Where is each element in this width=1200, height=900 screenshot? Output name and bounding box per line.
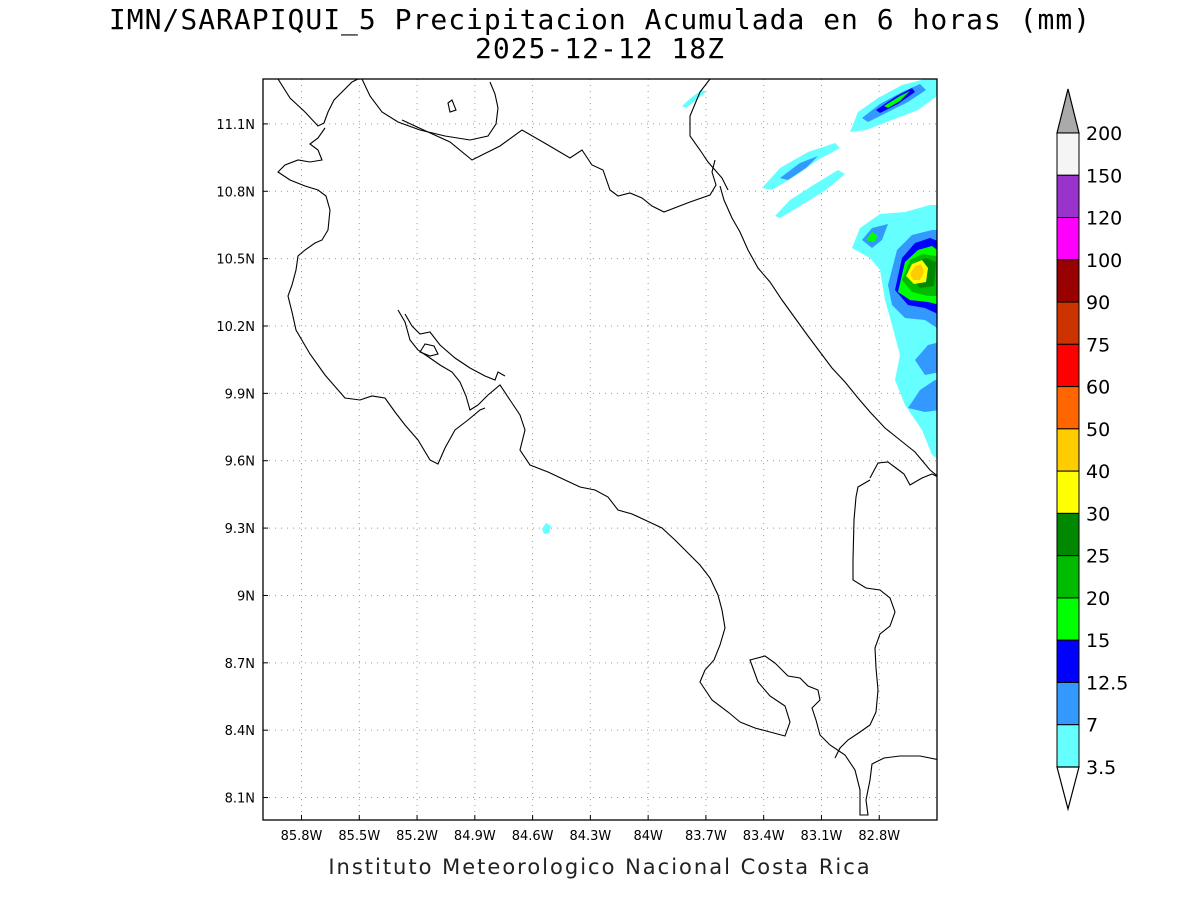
lon-tick-label: 84.3W — [569, 829, 611, 844]
lat-tick-label: 8.4N — [225, 724, 255, 739]
lon-tick-label: 82.8W — [858, 829, 900, 844]
lake-small — [447, 99, 457, 113]
colorbar-label: 150 — [1086, 165, 1122, 187]
lat-tick-label: 10.5N — [216, 253, 255, 268]
colorbar-swatch — [1056, 639, 1080, 683]
panama-east — [869, 461, 937, 486]
lon-tick-label: 84.6W — [512, 829, 554, 844]
colorbar-swatch — [1056, 343, 1080, 388]
lon-tick-label: 85.8W — [281, 829, 323, 844]
colorbar-swatch — [1056, 301, 1080, 345]
colorbar-swatch — [1056, 259, 1080, 303]
pacific-coast-central — [477, 384, 741, 723]
colorbar-swatch — [1056, 217, 1080, 261]
caribbean-coast-north — [689, 79, 729, 191]
colorbar-swatch — [1056, 681, 1080, 726]
colorbar-top-arrow — [1056, 88, 1080, 134]
caribbean-coast — [719, 185, 937, 477]
precip-streak-1 — [682, 90, 706, 108]
colorbar-swatch — [1056, 132, 1080, 176]
colorbar-label: 7 — [1086, 715, 1098, 737]
lat-tick-label: 11.1N — [216, 118, 255, 133]
precip-streak-3 — [775, 170, 845, 218]
colorbar-label: 120 — [1086, 208, 1122, 230]
colorbar-label: 200 — [1086, 123, 1122, 145]
osa-peninsula — [739, 655, 937, 816]
colorbar-label: 25 — [1086, 546, 1110, 568]
colorbar-swatch — [1056, 724, 1080, 768]
colorbar-swatch — [1056, 174, 1080, 219]
colorbar-label: 12.5 — [1086, 672, 1128, 694]
lat-tick-label: 9.6N — [225, 455, 255, 470]
lon-tick-label: 85.2W — [396, 829, 438, 844]
lon-tick-label: 83.7W — [685, 829, 727, 844]
colorbar-label: 100 — [1086, 250, 1122, 272]
colorbar-label: 3.5 — [1086, 757, 1116, 779]
lon-tick-label: 85.5W — [338, 829, 380, 844]
precip-area-ne-top-15 — [884, 91, 910, 108]
credit-text: Instituto Meteorologico Nacional Costa R… — [328, 855, 872, 879]
colorbar: 200 150 120 100 90 75 60 50 40 30 25 20 15 12.5 7 3.5 — [1056, 88, 1128, 812]
lon-tick-label: 83.1W — [801, 829, 843, 844]
lon-tick-label: 84.9W — [454, 829, 496, 844]
colorbar-swatch — [1056, 597, 1080, 641]
nicaragua-pacific-coast — [277, 79, 359, 127]
colorbar-swatch — [1056, 555, 1080, 599]
colorbar-swatch — [1056, 386, 1080, 430]
precip-band-east-40 — [910, 264, 924, 280]
colorbar-label: 40 — [1086, 461, 1110, 483]
colorbar-label: 60 — [1086, 377, 1110, 399]
colorbar-swatch — [1056, 512, 1080, 557]
lat-tick-label: 9N — [237, 589, 255, 604]
precip-band-east-7c — [915, 342, 937, 375]
colorbar-label: 30 — [1086, 503, 1110, 525]
nicoya-gulf-coast — [397, 309, 479, 411]
colorbar-swatch — [1056, 470, 1080, 514]
lat-tick-label: 10.2N — [216, 320, 255, 335]
lon-tick-label: 84W — [633, 829, 663, 844]
lat-tick-label: 8.7N — [225, 657, 255, 672]
lat-tick-label: 10.8N — [216, 185, 255, 200]
colorbar-label: 50 — [1086, 419, 1110, 441]
lat-tick-label: 8.1N — [225, 792, 255, 807]
map-frame — [262, 78, 938, 821]
colorbar-label: 75 — [1086, 334, 1110, 356]
precip-band-east-spot-ne — [866, 232, 878, 242]
panama-border — [834, 479, 896, 759]
precip-band-east-7d — [908, 380, 937, 412]
map-grid — [263, 79, 937, 820]
nicaragua-costa-rica-border — [401, 119, 717, 213]
precip-cell-central — [542, 523, 551, 534]
colorbar-label: 90 — [1086, 292, 1110, 314]
lon-tick-label: 83.4W — [743, 829, 785, 844]
precip-fields — [542, 79, 937, 534]
map-datetime: 2025-12-12 18Z — [474, 32, 725, 65]
lake-nicaragua — [361, 79, 499, 141]
lat-tick-label: 9.3N — [225, 522, 255, 537]
map-title: IMN/SARAPIQUI_5 Precipitacion Acumulada … — [108, 3, 1092, 36]
lat-ticks: 11.1N 10.8N 10.5N 10.2N 9.9N 9.6N 9.3N 9N 8.7N 8.… — [216, 118, 268, 807]
colorbar-label: 20 — [1086, 588, 1110, 610]
precip-streak-2-7 — [780, 156, 818, 180]
colorbar-label: 15 — [1086, 630, 1110, 652]
lon-ticks: 85.8W 85.5W 85.2W 84.9W 84.6W 84.3W 84W 83.7W 83… — [281, 815, 900, 844]
costa-rica-north-border — [277, 127, 486, 465]
nicoya-island — [419, 343, 439, 357]
lat-tick-label: 9.9N — [225, 387, 255, 402]
colorbar-bottom-arrow — [1056, 766, 1080, 812]
nicoya-inner — [404, 313, 506, 381]
colorbar-swatch — [1056, 428, 1080, 472]
coastlines — [277, 79, 937, 816]
